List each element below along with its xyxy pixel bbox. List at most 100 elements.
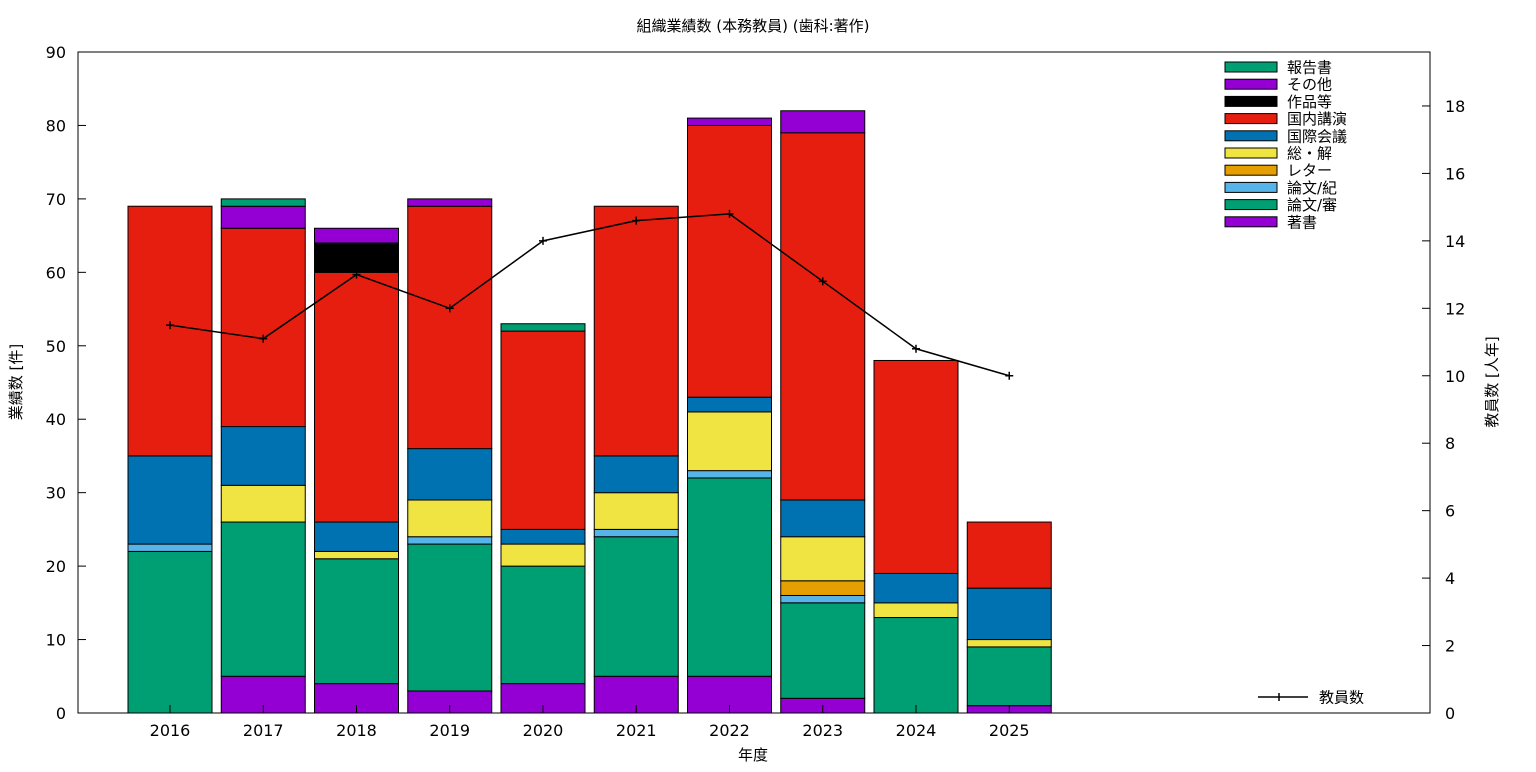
bar-segment-2019-s4 [407, 499, 493, 538]
legend-swatch [1224, 164, 1278, 176]
legend-swatch [1224, 78, 1278, 90]
y-tick-label: 90 [46, 43, 66, 62]
x-axis-title: 年度 [738, 746, 768, 764]
y2-tick-label: 10 [1445, 367, 1465, 386]
bar-segment-2025-s6 [966, 521, 1052, 589]
legend-swatch [1224, 199, 1278, 211]
bar-segment-2018-s8 [314, 227, 399, 244]
y-tick-label: 10 [46, 631, 66, 650]
teacher-count-point [912, 344, 920, 353]
x-tick-label: 2025 [989, 721, 1030, 740]
legend-label: 論文/紀 [1287, 179, 1337, 197]
bar-segment-2024-s1 [873, 617, 959, 714]
line-legend-label: 教員数 [1319, 689, 1364, 707]
legend-item: 論文/紀 [1224, 179, 1337, 197]
x-tick-label: 2017 [243, 721, 284, 740]
bar-segment-2023-s2 [780, 594, 866, 604]
teacher-count-point [725, 209, 734, 218]
legend-label: 国内講演 [1287, 110, 1347, 128]
axes-layer: 0 10 20 30 40 50 60 70 80 90 0 2 4 6 8 10 12 14 16 18 2016 20… [46, 43, 1466, 740]
bar-segment-2016-s5 [127, 455, 213, 545]
y2-tick-label: 14 [1445, 232, 1465, 251]
teacher-count-point [352, 270, 361, 279]
bar-segment-2020-s4 [500, 543, 586, 567]
legend-swatch [1224, 216, 1278, 228]
legend-swatch [1224, 147, 1278, 159]
bar-segment-2025-s5 [966, 587, 1052, 641]
bar-segment-2016-s6 [127, 205, 213, 457]
y-tick-label: 20 [46, 557, 66, 576]
bar-segment-2022-s5 [687, 396, 772, 413]
legend-item: 総・解 [1224, 145, 1332, 163]
legend-swatch [1224, 130, 1278, 142]
legend-swatch [1224, 95, 1278, 107]
bar-segment-2021-s6 [593, 205, 679, 457]
bar-segment-2023-s8 [780, 110, 866, 134]
x-tick-label: 2020 [523, 721, 564, 740]
x-tick-label: 2016 [150, 721, 191, 740]
teacher-count-point [1005, 371, 1014, 380]
y-tick-label: 0 [56, 704, 66, 723]
bar-segment-2025-s1 [966, 646, 1052, 707]
bar-segment-2017-s5 [220, 426, 306, 486]
y2-axis-title: 教員数 [人年] [1483, 336, 1501, 427]
bar-segment-2016-s1 [127, 550, 213, 714]
teacher-count-point [445, 304, 454, 313]
y2-tick-label: 2 [1445, 637, 1455, 656]
y2-tick-label: 6 [1445, 502, 1455, 521]
x-tick-label: 2018 [336, 721, 377, 740]
bar-segment-2019-s1 [407, 543, 493, 692]
y-tick-label: 80 [46, 116, 66, 135]
bar-segment-2020-s6 [500, 330, 586, 530]
legend-swatch [1224, 113, 1278, 125]
bar-segment-2018-s6 [314, 271, 399, 523]
bar-segment-2019-s2 [407, 536, 493, 545]
legend-label: 作品等 [1287, 93, 1332, 111]
bar-segment-2018-s4 [314, 550, 399, 560]
legend-label: 国際会議 [1287, 127, 1347, 145]
legend-label: 報告書 [1287, 59, 1332, 77]
y2-tick-label: 4 [1445, 569, 1455, 588]
bar-segment-2022-s6 [687, 124, 772, 398]
bar-segment-2022-s8 [687, 117, 772, 126]
bar-segment-2017-s6 [220, 227, 306, 428]
legend-label: レター [1287, 162, 1332, 180]
bar-segment-2023-s4 [780, 536, 866, 582]
bar-segment-2017-s1 [220, 521, 306, 677]
teacher-count-point [259, 334, 268, 343]
bar-segment-2024-s6 [873, 359, 959, 574]
legend-item: その他 [1224, 76, 1332, 94]
bar-segment-2024-s5 [873, 572, 959, 604]
bar-segment-2023-s1 [780, 602, 866, 699]
x-tick-label: 2021 [616, 721, 657, 740]
bar-segment-2019-s5 [407, 448, 493, 501]
chart-title: 組織業績数 (本務教員) (歯科:著作) [637, 17, 870, 35]
bar-segment-2018-s1 [314, 558, 399, 685]
legend-label: 総・解 [1287, 145, 1332, 163]
y-tick-label: 30 [46, 484, 66, 503]
bar-segment-2016-s2 [127, 543, 213, 552]
y-tick-label: 70 [46, 190, 66, 209]
bar-segment-2023-s5 [780, 499, 866, 538]
bar-segment-2019-s6 [407, 205, 493, 450]
bar-segment-2020-s5 [500, 528, 586, 545]
line-legend: 教員数 [1258, 689, 1364, 707]
bar-segment-2021-s1 [593, 536, 679, 677]
teacher-count-point [632, 216, 641, 225]
teacher-count-point [539, 236, 547, 245]
x-tick-label: 2024 [896, 721, 937, 740]
bar-segment-2021-s2 [593, 528, 679, 538]
y-tick-label: 60 [46, 263, 66, 282]
legend-item: 作品等 [1224, 93, 1332, 111]
bar-segment-2018-s5 [314, 521, 399, 552]
line-layer [166, 209, 1014, 380]
legend-item: 国際会議 [1224, 127, 1347, 145]
legend-item: 著書 [1224, 213, 1317, 231]
y2-tick-label: 12 [1445, 299, 1465, 318]
y2-tick-label: 18 [1445, 97, 1465, 116]
legend-label: 論文/審 [1287, 196, 1337, 214]
x-tick-label: 2022 [709, 721, 750, 740]
